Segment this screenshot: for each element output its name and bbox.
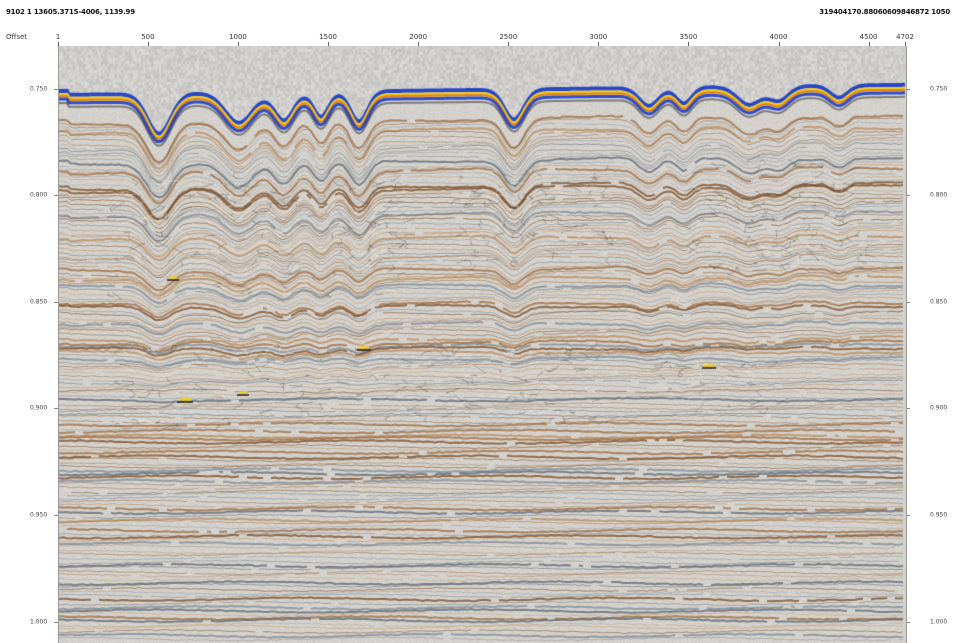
x-tick-mark	[598, 42, 600, 46]
y-tick-label: 0.750	[30, 85, 48, 93]
x-tick-mark	[147, 42, 149, 46]
y-tick-label: 0.950	[30, 511, 48, 519]
y-tick-mark	[54, 88, 58, 90]
x-tick-mark	[688, 42, 690, 46]
y-tick-label: 1.000	[30, 618, 48, 626]
y-tick-mark	[54, 408, 58, 410]
y-tick-label: 0.800	[30, 191, 48, 199]
x-tick-label: 500	[141, 33, 155, 41]
y-tick-mark	[906, 408, 910, 410]
x-tick-label: 1	[55, 33, 61, 41]
x-tick-mark	[905, 42, 906, 46]
x-tick-mark	[508, 42, 510, 46]
x-tick-mark	[237, 42, 239, 46]
x-tick-mark	[328, 42, 330, 46]
y-tick-label: 1.000	[930, 618, 948, 626]
y-tick-label: 0.850	[930, 298, 948, 306]
x-tick-label: 4500	[859, 33, 878, 41]
header-left: 9102 1 13605.3715-4006, 1139.99	[6, 8, 135, 16]
y-tick-mark	[54, 515, 58, 517]
y-tick-label: 0.900	[930, 404, 948, 412]
seismic-section[interactable]	[58, 46, 907, 643]
header-right: 319404170.88060609846872 1050	[819, 8, 950, 16]
y-tick-mark	[906, 515, 910, 517]
x-tick-label: 2500	[499, 33, 518, 41]
x-tick-label: 4000	[769, 33, 788, 41]
y-tick-mark	[906, 301, 910, 303]
x-tick-mark	[418, 42, 420, 46]
y-tick-label: 0.850	[30, 298, 48, 306]
x-axis: 1 500 1000 1500 2000 2500 3000 3500 4000 4500 4702	[0, 0, 962, 46]
offset-axis-label: Offset	[6, 33, 28, 41]
y-tick-label: 0.800	[930, 191, 948, 199]
x-tick-label: 1000	[229, 33, 247, 41]
y-tick-label: 0.900	[30, 404, 48, 412]
y-tick-mark	[906, 195, 910, 197]
y-tick-label: 0.950	[930, 511, 948, 519]
y-tick-label: 0.750	[930, 85, 948, 93]
x-tick-label: 4702	[896, 33, 914, 41]
y-tick-mark	[54, 301, 58, 303]
x-tick-label: 2000	[409, 33, 428, 41]
x-tick-label: 3500	[679, 33, 698, 41]
x-tick-label: 3000	[589, 33, 608, 41]
y-tick-mark	[54, 195, 58, 197]
x-tick-label: 1500	[319, 33, 337, 41]
y-tick-mark	[906, 88, 910, 90]
x-tick-mark	[778, 42, 780, 46]
y-tick-mark	[54, 621, 58, 623]
x-tick-mark	[868, 42, 870, 46]
y-tick-mark	[906, 621, 910, 623]
x-tick-mark	[58, 42, 59, 46]
